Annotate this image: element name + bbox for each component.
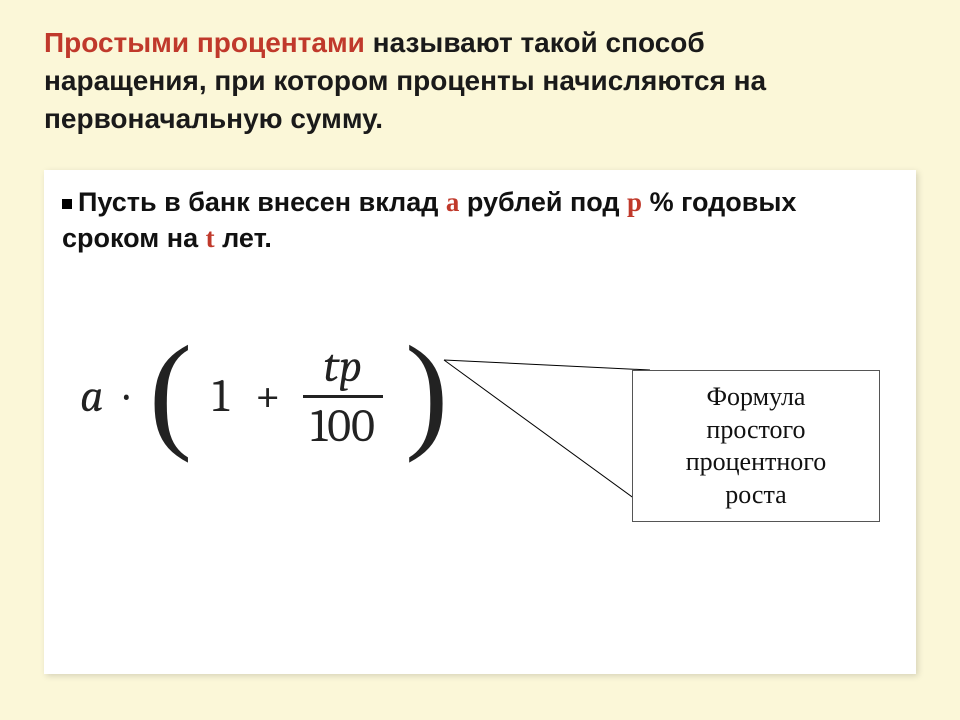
task-t2: рублей под (459, 187, 627, 217)
slide-page: Простыми процентами называют такой спосо… (0, 0, 960, 720)
formula-numerator: tp (301, 340, 385, 395)
annotation-box: Формула простого процентного роста (632, 370, 880, 522)
annotation-line-2: простого (641, 414, 871, 447)
content-box: Пусть в банк внесен вклад a рублей под p… (44, 170, 916, 674)
formula-one: 1 (212, 370, 229, 423)
formula-plus: + (255, 370, 280, 423)
formula-lparen: ( (149, 347, 192, 438)
intro-highlight: Простыми процентами (44, 27, 365, 58)
task-t4: лет. (215, 223, 272, 253)
annotation-line-3: процентного (641, 446, 871, 479)
task-var-a: a (446, 187, 460, 217)
formula-a: a (80, 370, 104, 423)
task-paragraph: Пусть в банк внесен вклад a рублей под p… (62, 184, 882, 257)
formula-dot: · (124, 370, 129, 423)
task-var-t: t (206, 223, 215, 253)
task-t1: Пусть в банк внесен вклад (78, 187, 446, 217)
bullet-icon (62, 199, 72, 209)
task-var-p: p (627, 187, 642, 217)
intro-paragraph: Простыми процентами называют такой спосо… (44, 24, 874, 137)
formula-denominator: 100 (301, 398, 385, 453)
annotation-line-1: Формула (641, 381, 871, 414)
formula-rparen: ) (405, 347, 448, 438)
formula-fraction: tp 100 (301, 340, 385, 453)
annotation-line-4: роста (641, 479, 871, 512)
formula: a · ( 1 + tp 100 ) (80, 340, 448, 453)
